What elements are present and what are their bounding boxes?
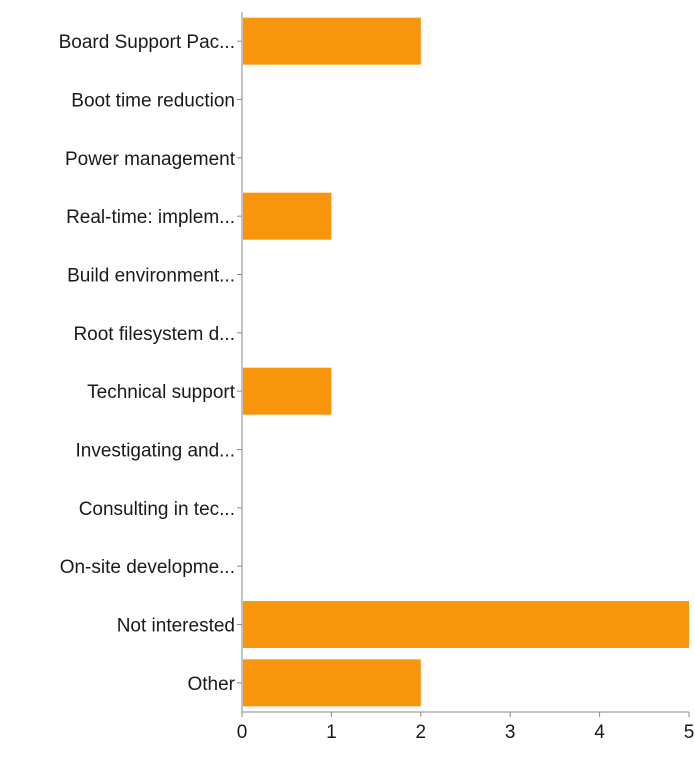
- category-label: Board Support Pac...: [59, 32, 235, 53]
- category-label: Not interested: [117, 616, 235, 637]
- axes: 0 1 2 3 4 5: [237, 12, 695, 743]
- bars-layer: [243, 17, 689, 707]
- category-labels: Board Support Pac... Boot time reduction P…: [59, 32, 236, 695]
- bar: [243, 659, 421, 707]
- category-label: Boot time reduction: [71, 91, 235, 112]
- x-tick-label: 0: [237, 722, 248, 743]
- bar: [243, 192, 332, 240]
- x-tick-label: 5: [684, 722, 695, 743]
- category-label: Power management: [65, 149, 236, 170]
- category-label: Root filesystem d...: [73, 324, 235, 345]
- category-label: Real-time: implem...: [66, 207, 235, 228]
- bar: [243, 367, 332, 415]
- category-label: Other: [187, 674, 235, 695]
- bar: [243, 17, 421, 65]
- bar: [243, 601, 689, 648]
- x-tick-label: 3: [505, 722, 516, 743]
- category-label: On-site developme...: [60, 557, 235, 578]
- category-label: Build environment...: [67, 266, 235, 287]
- x-tick-label: 4: [594, 722, 605, 743]
- category-label: Technical support: [87, 382, 236, 403]
- category-label: Consulting in tec...: [79, 499, 235, 520]
- category-label: Investigating and...: [76, 441, 236, 462]
- x-tick-label: 1: [326, 722, 337, 743]
- x-tick-label: 2: [416, 722, 427, 743]
